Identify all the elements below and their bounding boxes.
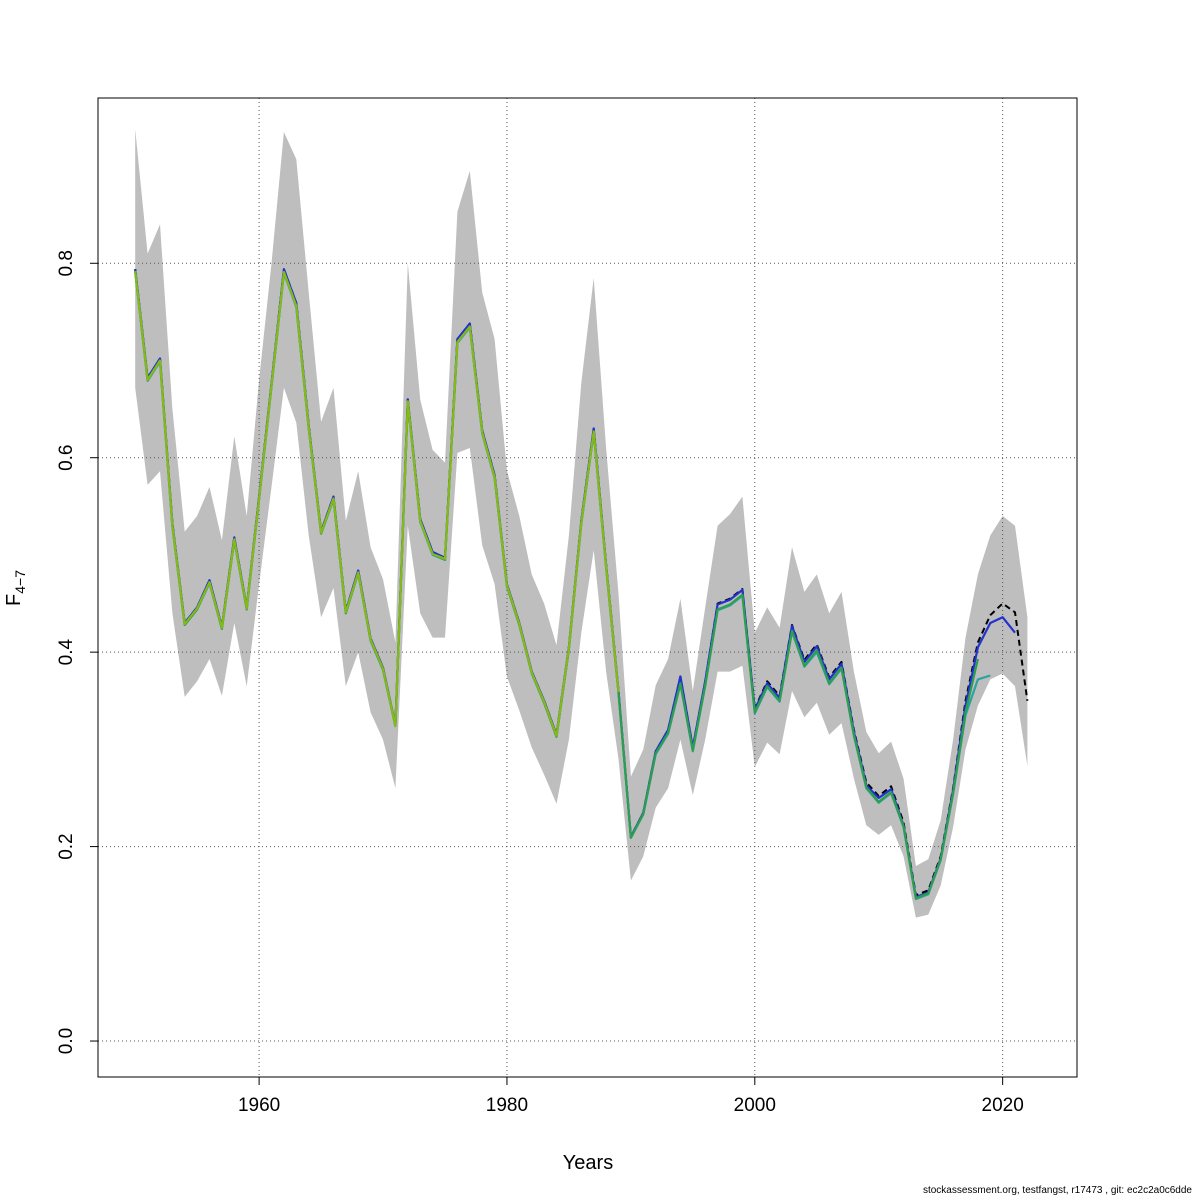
- y-axis-title: F4−7: [3, 570, 28, 606]
- x-tick-label-3: 2020: [982, 1095, 1024, 1116]
- x-tick-label-0: 1960: [238, 1095, 280, 1116]
- series-lines: [134, 268, 1029, 901]
- y-tick-label-2: 0.4: [56, 639, 77, 666]
- series-line-4: [134, 270, 620, 737]
- x-tick-label-2: 2000: [734, 1095, 776, 1116]
- x-axis-title: Years: [563, 1152, 613, 1174]
- y-tick-label-3: 0.6: [56, 445, 77, 471]
- footer-caption: stockassessment.org, testfangst, r17473 …: [922, 1185, 1192, 1196]
- y-axis-title-main: F: [3, 594, 25, 606]
- y-tick-label-4: 0.8: [56, 250, 77, 276]
- plot-frame: [97, 97, 1078, 1078]
- x-tick-label-1: 1980: [486, 1095, 528, 1116]
- y-axis: 0.0 0.2 0.4 0.6 0.8: [56, 250, 98, 1054]
- y-axis-title-sub: 4−7: [12, 570, 28, 594]
- y-tick-label-1: 0.2: [56, 833, 77, 859]
- x-axis: 1960 1980 2000 2020: [238, 1077, 1024, 1116]
- y-tick-label-0: 0.0: [56, 1028, 77, 1054]
